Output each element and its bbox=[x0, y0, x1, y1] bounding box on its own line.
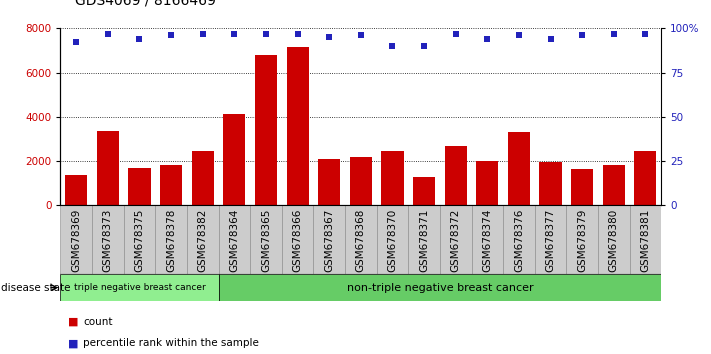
Text: non-triple negative breast cancer: non-triple negative breast cancer bbox=[346, 282, 533, 293]
Bar bbox=[192, 151, 214, 205]
Bar bbox=[377, 205, 408, 274]
Point bbox=[450, 31, 461, 36]
Point bbox=[545, 36, 556, 42]
Bar bbox=[218, 274, 661, 301]
Bar bbox=[598, 205, 630, 274]
Bar bbox=[124, 205, 155, 274]
Point bbox=[640, 31, 651, 36]
Bar bbox=[250, 205, 282, 274]
Bar bbox=[567, 205, 598, 274]
Text: GSM678377: GSM678377 bbox=[545, 209, 555, 272]
Text: GSM678381: GSM678381 bbox=[641, 209, 651, 272]
Bar bbox=[503, 205, 535, 274]
Point bbox=[229, 31, 240, 36]
Text: disease state: disease state bbox=[1, 282, 70, 293]
Text: triple negative breast cancer: triple negative breast cancer bbox=[74, 283, 205, 292]
Point bbox=[577, 33, 588, 38]
Point bbox=[197, 31, 208, 36]
Bar bbox=[634, 151, 656, 205]
Text: GSM678366: GSM678366 bbox=[293, 209, 303, 272]
Bar bbox=[318, 159, 341, 205]
Bar bbox=[603, 166, 625, 205]
Text: GSM678379: GSM678379 bbox=[577, 209, 587, 272]
Text: GDS4069 / 8166469: GDS4069 / 8166469 bbox=[75, 0, 215, 7]
Text: GSM678372: GSM678372 bbox=[451, 209, 461, 272]
Point bbox=[134, 36, 145, 42]
Bar bbox=[223, 114, 245, 205]
Bar bbox=[97, 131, 119, 205]
Bar bbox=[408, 205, 440, 274]
Text: GSM678374: GSM678374 bbox=[482, 209, 492, 272]
Bar bbox=[160, 166, 182, 205]
Point bbox=[418, 43, 429, 49]
Bar bbox=[630, 205, 661, 274]
Bar bbox=[282, 205, 314, 274]
Text: count: count bbox=[83, 317, 112, 327]
Text: GSM678370: GSM678370 bbox=[387, 209, 397, 272]
Bar bbox=[218, 205, 250, 274]
Text: GSM678375: GSM678375 bbox=[134, 209, 144, 272]
Bar bbox=[314, 205, 345, 274]
Bar bbox=[476, 161, 498, 205]
Bar bbox=[255, 55, 277, 205]
Bar bbox=[155, 205, 187, 274]
Point bbox=[481, 36, 493, 42]
Bar bbox=[381, 151, 404, 205]
Bar bbox=[540, 162, 562, 205]
Text: GSM678380: GSM678380 bbox=[609, 209, 619, 272]
Text: GSM678365: GSM678365 bbox=[261, 209, 271, 272]
Point bbox=[166, 33, 177, 38]
Bar bbox=[345, 205, 377, 274]
Text: GSM678373: GSM678373 bbox=[103, 209, 113, 272]
Point bbox=[292, 31, 304, 36]
Text: ■: ■ bbox=[68, 317, 78, 327]
Bar bbox=[508, 132, 530, 205]
Bar bbox=[440, 205, 471, 274]
Point bbox=[513, 33, 525, 38]
Point bbox=[70, 40, 82, 45]
Text: GSM678376: GSM678376 bbox=[514, 209, 524, 272]
Bar bbox=[287, 47, 309, 205]
Point bbox=[102, 31, 114, 36]
Point bbox=[387, 43, 398, 49]
Text: GSM678368: GSM678368 bbox=[356, 209, 366, 272]
Bar bbox=[60, 205, 92, 274]
Text: GSM678364: GSM678364 bbox=[230, 209, 240, 272]
Bar bbox=[60, 274, 218, 301]
Text: GSM678371: GSM678371 bbox=[419, 209, 429, 272]
Bar bbox=[65, 176, 87, 205]
Text: percentile rank within the sample: percentile rank within the sample bbox=[83, 338, 259, 348]
Bar bbox=[129, 168, 151, 205]
Point bbox=[355, 33, 367, 38]
Point bbox=[260, 31, 272, 36]
Bar bbox=[187, 205, 218, 274]
Bar bbox=[571, 169, 593, 205]
Point bbox=[324, 34, 335, 40]
Text: ■: ■ bbox=[68, 338, 78, 348]
Bar bbox=[350, 156, 372, 205]
Bar bbox=[92, 205, 124, 274]
Bar bbox=[413, 177, 435, 205]
Text: GSM678367: GSM678367 bbox=[324, 209, 334, 272]
Text: GSM678369: GSM678369 bbox=[71, 209, 81, 272]
Point bbox=[608, 31, 619, 36]
Text: GSM678378: GSM678378 bbox=[166, 209, 176, 272]
Bar bbox=[535, 205, 567, 274]
Bar bbox=[471, 205, 503, 274]
Bar bbox=[444, 145, 466, 205]
Text: GSM678382: GSM678382 bbox=[198, 209, 208, 272]
